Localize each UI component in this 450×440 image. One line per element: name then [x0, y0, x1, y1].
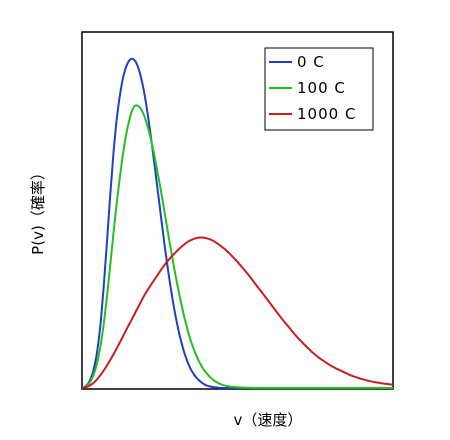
legend: 0 C 100 C 1000 C: [264, 47, 374, 131]
series-line-1: [81, 104, 393, 390]
x-axis-label: v（速度）: [234, 411, 303, 429]
series-line-2: [81, 236, 394, 389]
series-line-0: [81, 57, 393, 390]
legend-label-2: 1000 C: [297, 105, 356, 123]
legend-label-0: 0 C: [297, 53, 325, 71]
y-axis-label: P(v)（確率）: [29, 165, 47, 255]
series-layer: [81, 57, 394, 390]
legend-items: 0 C 100 C 1000 C: [269, 53, 356, 123]
legend-label-1: 100 C: [297, 79, 346, 97]
